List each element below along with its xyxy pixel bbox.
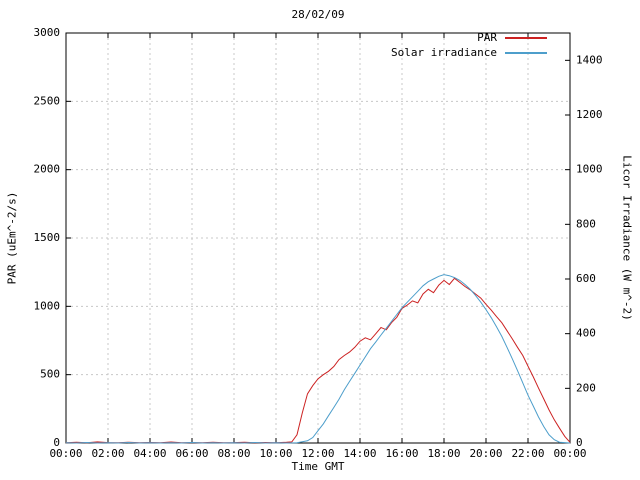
legend-line-sample-par [505, 36, 547, 39]
y-right-tick-label: 400 [576, 327, 596, 340]
y-right-tick-label: 1200 [576, 108, 603, 121]
x-tick-label: 02:00 [91, 447, 124, 460]
y-left-tick-label: 2500 [34, 94, 61, 107]
x-tick-label: 00:00 [49, 447, 82, 460]
x-tick-label: 22:00 [511, 447, 544, 460]
y-right-tick-label: 800 [576, 217, 596, 230]
x-tick-label: 12:00 [301, 447, 334, 460]
y-left-tick-label: 1500 [34, 231, 61, 244]
x-tick-label: 00:00 [553, 447, 586, 460]
y-axis-label-left: PAR (uEm^-2/s) [5, 191, 19, 285]
y-left-tick-label: 1000 [34, 299, 61, 312]
y-left-tick-label: 500 [40, 368, 60, 381]
x-tick-label: 14:00 [343, 447, 376, 460]
x-tick-label: 16:00 [385, 447, 418, 460]
series-line-solar-irradiance [65, 274, 571, 444]
y-axis-label-right: Licor Irradiance (W m^-2) [620, 155, 634, 321]
legend-label-par: PAR [477, 31, 497, 44]
legend-item-par: PAR [391, 30, 547, 45]
x-tick-label: 04:00 [133, 447, 166, 460]
x-tick-label: 10:00 [259, 447, 292, 460]
x-tick-label: 06:00 [175, 447, 208, 460]
legend-item-solar: Solar irradiance [391, 45, 547, 60]
legend-line-sample-solar [505, 51, 547, 54]
chart-title: 28/02/09 [291, 8, 345, 21]
y-right-tick-label: 200 [576, 381, 596, 394]
x-tick-label: 20:00 [469, 447, 502, 460]
x-axis-label: Time GMT [291, 460, 345, 473]
y-left-tick-label: 3000 [34, 26, 61, 39]
legend-label-solar: Solar irradiance [391, 46, 497, 59]
y-right-tick-label: 0 [576, 436, 583, 449]
y-left-tick-label: 0 [53, 436, 60, 449]
y-right-tick-label: 1400 [576, 53, 603, 66]
x-tick-label: 08:00 [217, 447, 250, 460]
x-tick-label: 18:00 [427, 447, 460, 460]
y-right-tick-label: 600 [576, 272, 596, 285]
legend: PAR Solar irradiance [391, 30, 547, 60]
y-left-tick-label: 2000 [34, 163, 61, 176]
y-right-tick-label: 1000 [576, 163, 603, 176]
